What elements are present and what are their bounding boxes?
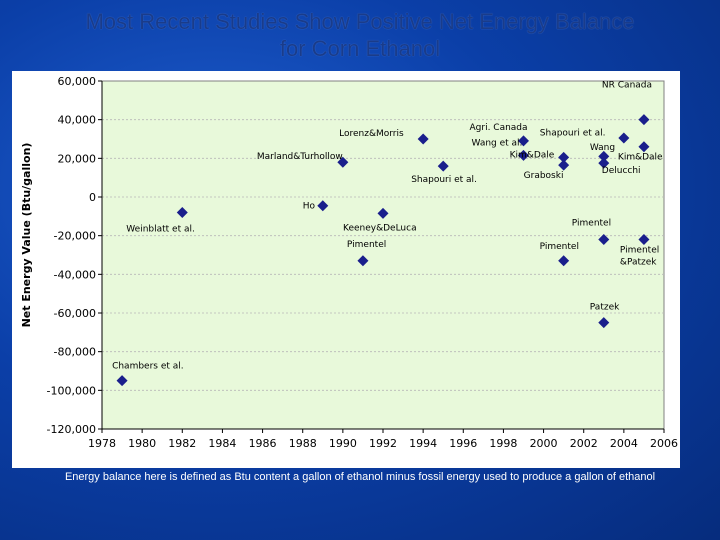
x-tick-label: 1984 — [208, 437, 236, 450]
x-tick-label: 1992 — [369, 437, 397, 450]
point-label: Patzek — [590, 303, 620, 313]
data-point — [558, 159, 570, 171]
y-tick-label: 0 — [89, 191, 96, 204]
point-label: Wang et al. — [472, 138, 523, 148]
data-point — [598, 234, 610, 246]
data-point — [638, 141, 650, 153]
y-tick-label: 60,000 — [58, 75, 97, 88]
x-tick-label: 1980 — [128, 437, 156, 450]
point-label: Ho — [303, 202, 316, 212]
data-point — [598, 317, 610, 329]
point-label: Keeney&DeLuca — [343, 223, 417, 233]
data-point — [417, 133, 429, 145]
data-point — [618, 132, 630, 144]
point-label: Pimentel &Patzek — [620, 246, 659, 268]
y-tick-label: 40,000 — [58, 114, 97, 127]
x-tick-label: 1982 — [168, 437, 196, 450]
data-point — [598, 157, 610, 169]
slide-title: Most Recent Studies Show Positive Net En… — [0, 8, 720, 62]
point-label: Weinblatt et al. — [126, 224, 195, 234]
y-tick-label: -60,000 — [54, 307, 96, 320]
data-point — [337, 156, 349, 168]
y-tick-label: -100,000 — [47, 384, 96, 397]
data-point — [558, 151, 570, 163]
x-tick-label: 1998 — [489, 437, 517, 450]
point-label: Kim&Dale — [510, 150, 555, 160]
x-tick-label: 2002 — [570, 437, 598, 450]
y-tick-label: -20,000 — [54, 230, 96, 243]
chart-panel: 60,000 40,000 20,000 0 -20,000 -40,000 -60,000… — [12, 71, 680, 468]
point-label: Agri. Canada — [470, 123, 528, 133]
data-point — [638, 234, 650, 246]
point-label: Pimentel — [540, 242, 579, 252]
slide-title-line2: for Corn Ethanol — [279, 36, 441, 61]
data-point — [116, 375, 128, 387]
grid-lines — [102, 119, 664, 391]
point-label: Marland&Turhollow — [257, 152, 343, 162]
point-label: Pimentel — [347, 240, 386, 250]
slide-title-line1: Most Recent Studies Show Positive Net En… — [85, 9, 635, 34]
point-label: Chambers et al. — [112, 362, 184, 372]
y-tick-label: -40,000 — [54, 268, 96, 281]
y-tick-label: 20,000 — [58, 152, 97, 165]
point-label: Wang — [590, 143, 615, 153]
point-label: Lorenz&Morris — [339, 129, 404, 139]
plot-area — [101, 80, 665, 430]
point-label: Shapouri et al. — [540, 128, 606, 138]
point-label: Graboski — [524, 171, 564, 181]
point-label: Pimentel — [572, 219, 611, 229]
x-tick-label: 1996 — [449, 437, 477, 450]
data-point — [377, 207, 389, 219]
net-energy-chart: 60,000 40,000 20,000 0 -20,000 -40,000 -60,000… — [20, 75, 678, 450]
axes — [98, 80, 665, 433]
y-tick-label: -120,000 — [47, 423, 96, 436]
x-tick-label: 1990 — [329, 437, 357, 450]
y-tick-label: -80,000 — [54, 346, 96, 359]
y-axis-label: Net Energy Value (Btu/gallon) — [20, 143, 33, 328]
data-point — [638, 114, 650, 126]
data-point — [176, 206, 188, 218]
x-tick-label: 2004 — [610, 437, 638, 450]
point-label: Kim&Dale — [618, 153, 663, 163]
x-tick-label: 1978 — [88, 437, 116, 450]
data-points — [116, 114, 650, 387]
x-tick-label: 2006 — [650, 437, 678, 450]
x-tick-label: 1988 — [289, 437, 317, 450]
data-point — [518, 149, 529, 161]
point-label: Delucchi — [602, 166, 641, 176]
data-point — [437, 160, 449, 172]
x-tick-label: 1986 — [249, 437, 277, 450]
footnote: Energy balance here is defined as Btu co… — [64, 471, 656, 483]
point-labels: Chambers et al. Weinblatt et al. Ho Marland… — [112, 81, 663, 372]
x-tick-label: 2000 — [530, 437, 558, 450]
tick-labels: 60,000 40,000 20,000 0 -20,000 -40,000 -60,000… — [47, 75, 678, 450]
point-label: NR Canada — [602, 81, 652, 91]
data-point — [598, 150, 610, 162]
data-point — [317, 200, 329, 212]
x-tick-label: 1994 — [409, 437, 437, 450]
data-point — [518, 135, 529, 147]
point-label: Shapouri et al. — [411, 175, 477, 185]
